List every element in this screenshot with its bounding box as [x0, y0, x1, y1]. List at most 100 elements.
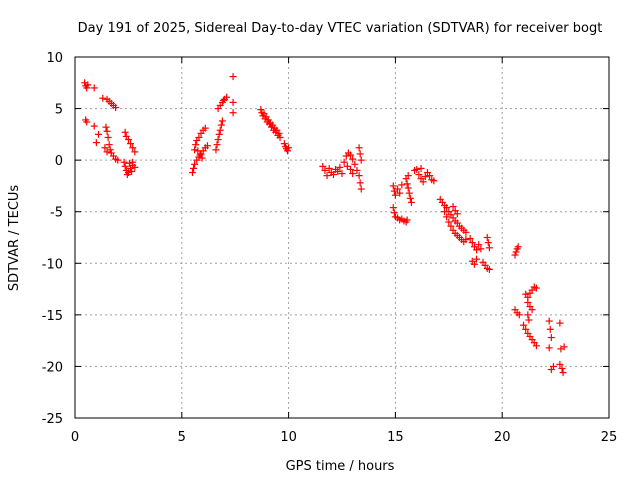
data-point [343, 162, 351, 170]
data-point [558, 364, 566, 372]
data-point [257, 106, 265, 114]
data-point [485, 244, 493, 252]
data-point [229, 73, 237, 81]
data-point [191, 146, 199, 154]
data-point [325, 164, 333, 172]
data-point [223, 93, 231, 101]
data-point [355, 144, 363, 152]
data-point [191, 160, 199, 168]
data-point [349, 155, 357, 163]
data-point [532, 284, 540, 292]
data-point [94, 130, 102, 138]
x-tick-label: 10 [280, 430, 297, 445]
data-point [121, 162, 129, 170]
data-point [104, 133, 112, 141]
data-point [194, 147, 202, 155]
data-point [103, 148, 111, 156]
y-tick-label: 10 [46, 51, 63, 66]
data-point [129, 144, 137, 152]
data-point [120, 158, 128, 166]
data-point [405, 189, 413, 197]
data-point [128, 167, 136, 175]
data-point [522, 325, 530, 333]
y-tick-label: -25 [42, 412, 63, 427]
chart-title: Day 191 of 2025, Sidereal Day-to-day VTE… [78, 21, 603, 36]
data-point [419, 178, 427, 186]
data-point [319, 162, 327, 170]
data-point [443, 204, 451, 212]
data-point [445, 218, 453, 226]
data-point [83, 84, 91, 92]
data-point [559, 369, 567, 377]
y-axis-label: SDTVAR / TECUs [7, 185, 22, 292]
data-point [547, 334, 555, 342]
data-point [389, 204, 397, 212]
data-point [532, 342, 540, 350]
data-point [338, 170, 346, 178]
data-point [413, 165, 421, 173]
data-point [449, 203, 457, 211]
data-point [212, 146, 220, 154]
data-point [190, 164, 198, 172]
data-point [443, 213, 451, 221]
data-point [90, 122, 98, 130]
data-point [276, 133, 284, 141]
data-point [353, 166, 361, 174]
data-point [421, 173, 429, 181]
data-point [356, 150, 364, 158]
data-point [441, 208, 449, 216]
data-point [560, 343, 568, 351]
data-point [396, 189, 404, 197]
data-point [357, 185, 365, 193]
data-point [473, 246, 481, 254]
x-tick-label: 5 [178, 430, 186, 445]
data-point [198, 154, 206, 162]
y-tick-label: -5 [50, 206, 63, 221]
axis-ticks: 0 5 10 15 20 25 -25 -20 -15 -10 -5 0 5 10 [42, 51, 618, 445]
y-tick-label: 5 [55, 103, 63, 118]
data-point [347, 151, 355, 159]
data-point [125, 159, 133, 167]
grid-lines [75, 57, 609, 418]
data-point [112, 104, 120, 112]
data-point [188, 169, 196, 177]
data-point [84, 81, 92, 89]
data-point [514, 243, 522, 251]
data-point [524, 298, 532, 306]
data-point [323, 172, 331, 180]
data-point [415, 171, 423, 179]
x-axis-label: GPS time / hours [286, 459, 395, 474]
data-point [520, 321, 528, 329]
data-point [468, 239, 476, 247]
data-point [485, 265, 493, 273]
data-point [390, 209, 398, 217]
data-point [462, 236, 470, 244]
y-tick-label: -15 [42, 309, 63, 324]
data-point [404, 172, 412, 180]
data-point [545, 344, 553, 352]
data-point [403, 216, 411, 224]
data-point [556, 319, 564, 327]
y-tick-label: 0 [55, 154, 63, 169]
data-point [216, 126, 224, 134]
data-point [285, 144, 293, 152]
data-point [515, 311, 523, 319]
data-point [407, 198, 415, 206]
x-tick-label: 15 [387, 430, 404, 445]
data-point [357, 156, 365, 164]
data-point [524, 311, 532, 319]
data-point [131, 163, 139, 171]
data-point [329, 171, 337, 179]
data-point [475, 241, 483, 249]
y-tick-label: -10 [42, 257, 63, 272]
data-point [275, 129, 283, 137]
data-point [215, 130, 223, 138]
data-point [473, 255, 481, 263]
data-point [512, 248, 520, 256]
data-point [280, 140, 288, 148]
data-point [447, 222, 455, 230]
data-point [114, 156, 122, 164]
x-tick-label: 0 [71, 430, 79, 445]
data-point [99, 94, 107, 102]
